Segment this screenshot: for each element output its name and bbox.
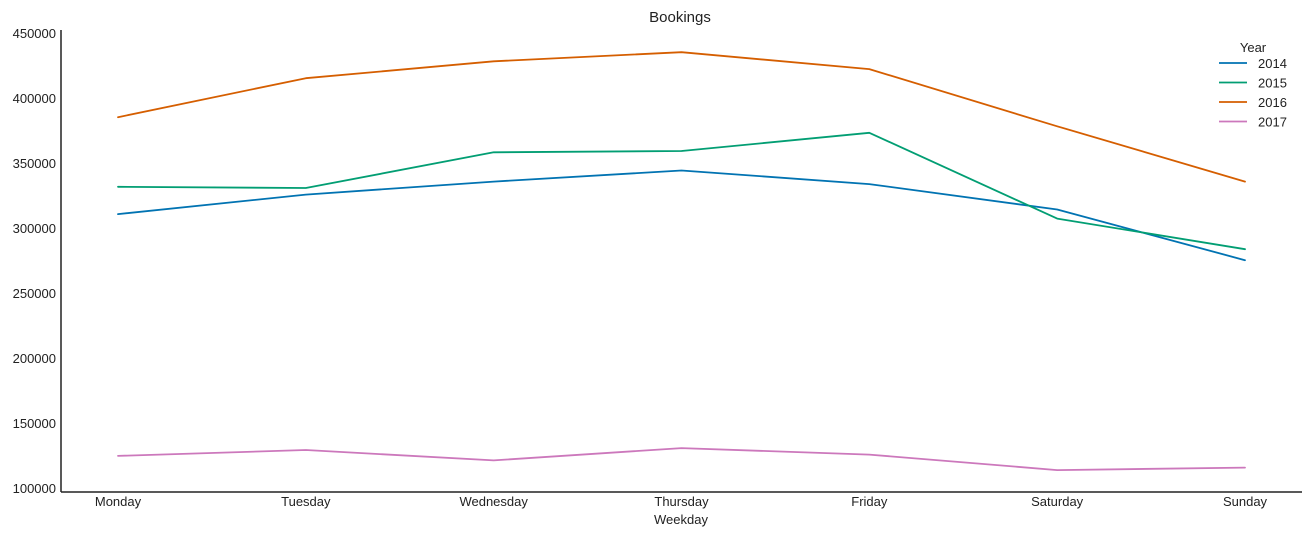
- legend-label-2014: 2014: [1258, 56, 1287, 71]
- y-tick-label: 150000: [13, 416, 56, 431]
- y-tick-label: 350000: [13, 156, 56, 171]
- legend: Year 2014 2015 2016 2017: [1219, 40, 1287, 130]
- y-tick-label: 400000: [13, 91, 56, 106]
- x-tick-label: Monday: [95, 494, 142, 509]
- series-lines: [117, 51, 1246, 472]
- legend-label-2017: 2017: [1258, 115, 1287, 130]
- y-tick-label: 450000: [13, 26, 56, 41]
- legend-title: Year: [1240, 40, 1267, 55]
- series-line-2014: [117, 169, 1246, 262]
- x-tick-labels: Monday Tuesday Wednesday Thursday Friday Satu…: [95, 494, 1268, 509]
- y-tick-label: 200000: [13, 351, 56, 366]
- y-tick-label: 250000: [13, 286, 56, 301]
- y-tick-labels: 100000 150000 200000 250000 300000 350000 4000…: [13, 26, 56, 496]
- x-tick-label: Friday: [851, 494, 888, 509]
- y-tick-label: 300000: [13, 221, 56, 236]
- x-tick-label: Thursday: [654, 494, 709, 509]
- chart-title: Bookings: [649, 9, 711, 26]
- legend-label-2015: 2015: [1258, 76, 1287, 91]
- legend-label-2016: 2016: [1258, 95, 1287, 110]
- series-line-2016: [117, 51, 1246, 183]
- x-tick-label: Tuesday: [281, 494, 331, 509]
- x-axis-title: Weekday: [654, 512, 708, 527]
- x-tick-label: Wednesday: [459, 494, 528, 509]
- y-tick-label: 100000: [13, 481, 56, 496]
- x-tick-label: Sunday: [1223, 494, 1268, 509]
- series-line-2017: [117, 447, 1246, 472]
- x-tick-label: Saturday: [1031, 494, 1084, 509]
- series-line-2015: [117, 131, 1246, 251]
